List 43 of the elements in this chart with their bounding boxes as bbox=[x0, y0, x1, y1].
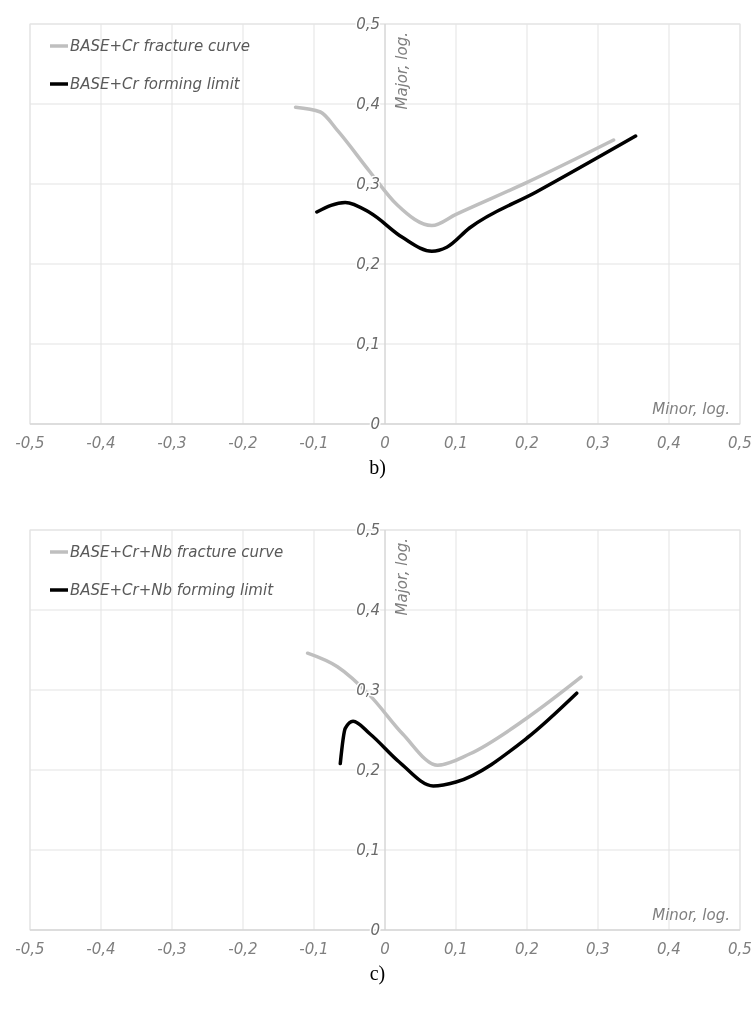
x-tick-label: 0,5 bbox=[728, 940, 752, 958]
x-axis-title: Minor, log. bbox=[652, 906, 730, 924]
x-tick-label: -0,3 bbox=[157, 434, 187, 452]
x-tick-label: 0,2 bbox=[515, 434, 539, 452]
y-tick-label: 0,1 bbox=[356, 841, 380, 860]
y-tick-label: 0,3 bbox=[356, 681, 380, 700]
y-tick-label: 0,5 bbox=[356, 15, 380, 34]
x-tick-label: -0,4 bbox=[86, 434, 116, 452]
y-tick-label: 0,4 bbox=[356, 95, 380, 114]
y-tick-label: 0,4 bbox=[356, 601, 380, 620]
x-tick-label: -0,5 bbox=[15, 940, 45, 958]
x-axis-title: Minor, log. bbox=[652, 400, 730, 418]
y-axis-title: Major, log. bbox=[393, 32, 411, 110]
x-tick-label: -0,5 bbox=[15, 434, 45, 452]
x-tick-label: 0,4 bbox=[657, 434, 681, 452]
x-tick-label: 0,2 bbox=[515, 940, 539, 958]
x-tick-label: 0,1 bbox=[444, 940, 468, 958]
x-tick-label: 0,4 bbox=[657, 940, 681, 958]
x-tick-label: -0,3 bbox=[157, 940, 187, 958]
y-tick-label: 0,2 bbox=[356, 255, 380, 274]
x-tick-label: 0,3 bbox=[586, 434, 610, 452]
x-tick-label: -0,1 bbox=[299, 434, 329, 452]
x-tick-label: -0,1 bbox=[299, 940, 329, 958]
legend-label: BASE+Cr+Nb forming limit bbox=[70, 581, 275, 600]
legend-label: BASE+Cr+Nb fracture curve bbox=[70, 543, 284, 562]
y-tick-label: 0,2 bbox=[356, 761, 380, 780]
text: b) bbox=[369, 456, 386, 479]
legend-label: BASE+Cr fracture curve bbox=[70, 37, 250, 56]
x-tick-label: -0,2 bbox=[228, 434, 258, 452]
y-axis-title: Major, log. bbox=[393, 538, 411, 616]
y-tick-label: 0,1 bbox=[356, 335, 380, 354]
line-series bbox=[315, 134, 638, 253]
y-tick-label: 0 bbox=[370, 921, 380, 940]
text: c) bbox=[369, 962, 386, 985]
x-tick-label: -0,2 bbox=[228, 940, 258, 958]
x-tick-label: -0,4 bbox=[86, 940, 116, 958]
y-tick-label: 0,5 bbox=[356, 521, 380, 540]
x-tick-label: 0,1 bbox=[444, 434, 468, 452]
x-tick-label: 0,5 bbox=[728, 434, 752, 452]
legend-label: BASE+Cr forming limit bbox=[70, 75, 241, 94]
x-tick-label: 0,3 bbox=[586, 940, 610, 958]
y-tick-label: 0 bbox=[370, 415, 380, 434]
y-tick-label: 0,3 bbox=[356, 175, 380, 194]
